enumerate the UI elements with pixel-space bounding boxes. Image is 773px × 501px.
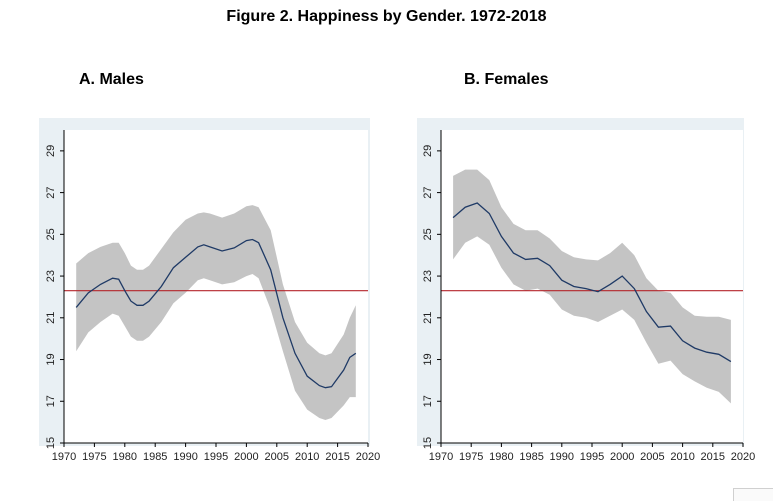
males-x-tick-label: 2010 (295, 451, 319, 463)
males-x-tick-label: 1980 (113, 451, 137, 463)
males-estimate-line (75, 238, 357, 389)
males-y-tick-label: 17 (45, 395, 57, 407)
males-x-tick-label: 1990 (173, 451, 197, 463)
females-x-tick-label: 2000 (610, 451, 634, 463)
females-estimate-line (452, 202, 732, 363)
females-x-tick-label: 1990 (550, 451, 574, 463)
females-x-tick-label: 1995 (580, 451, 604, 463)
females-y-tick-label: 15 (422, 437, 434, 449)
females-x-tick-label: 1985 (519, 451, 543, 463)
females-x-tick-label: 2010 (670, 451, 694, 463)
males-y-tick-label: 27 (45, 186, 57, 198)
females-y-tick-label: 27 (422, 186, 434, 198)
females-x-tick-label: 2015 (701, 451, 725, 463)
males-x-tick-label: 1995 (204, 451, 228, 463)
females-y-tick-label: 17 (422, 395, 434, 407)
males-y-tick-label: 15 (45, 437, 57, 449)
males-y-tick-label: 19 (45, 353, 57, 365)
males-y-tick-label: 23 (45, 270, 57, 282)
females-x-tick-label: 1970 (429, 451, 453, 463)
females-y-tick-label: 29 (422, 145, 434, 157)
panel-a-title: A. Males (79, 71, 144, 88)
males-y-tick-label: 29 (45, 145, 57, 157)
males-x-tick-label: 2005 (265, 451, 289, 463)
females-y-tick-label: 21 (422, 312, 434, 324)
males-x-tick-label: 2015 (325, 451, 349, 463)
females-y-tick-label: 23 (422, 270, 434, 282)
females-x-tick-label: 1975 (459, 451, 483, 463)
figure-title: Figure 2. Happiness by Gender. 1972-2018 (226, 8, 547, 25)
page-corner-mark (733, 488, 773, 501)
males-y-tick-label: 25 (45, 228, 57, 240)
males-x-tick-label: 2020 (356, 451, 380, 463)
females-x-tick-label: 1980 (489, 451, 513, 463)
males-x-tick-label: 1985 (143, 451, 167, 463)
males-x-tick-label: 2000 (234, 451, 258, 463)
males-ci-band (76, 205, 356, 420)
females-x-tick-label: 2005 (640, 451, 664, 463)
males-x-tick-label: 1975 (82, 451, 106, 463)
males-x-tick-label: 1970 (52, 451, 76, 463)
females-y-tick-label: 25 (422, 228, 434, 240)
panel-b-title: B. Females (464, 71, 549, 88)
females-ci-band (453, 169, 731, 404)
males-y-tick-label: 21 (45, 312, 57, 324)
females-x-tick-label: 2020 (731, 451, 755, 463)
females-y-tick-label: 19 (422, 353, 434, 365)
